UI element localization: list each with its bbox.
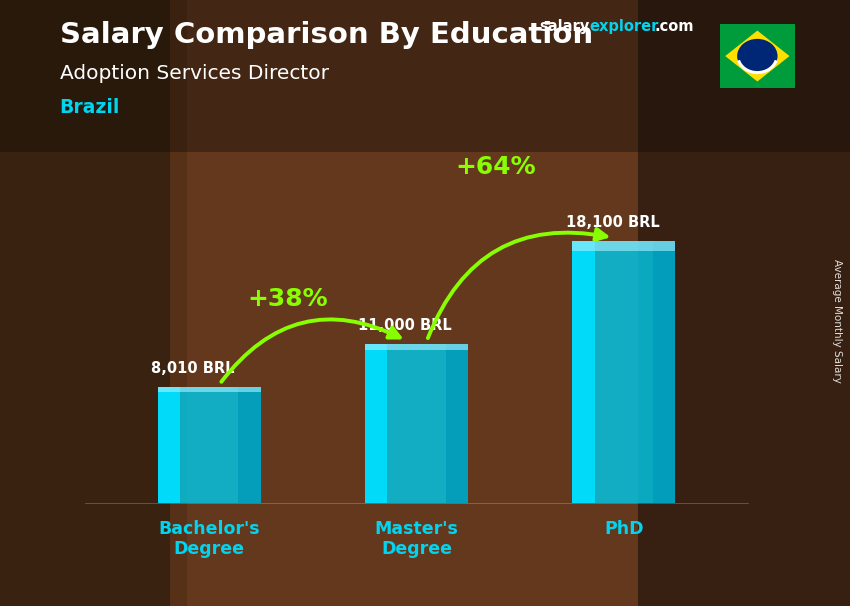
Text: 18,100 BRL: 18,100 BRL xyxy=(565,215,660,230)
Text: salary: salary xyxy=(540,19,590,35)
Text: Salary Comparison By Education: Salary Comparison By Education xyxy=(60,21,592,49)
Text: Average Monthly Salary: Average Monthly Salary xyxy=(832,259,842,383)
Bar xyxy=(157,387,261,503)
Text: +64%: +64% xyxy=(455,155,536,179)
Bar xyxy=(170,0,638,606)
Bar xyxy=(653,241,676,503)
Bar xyxy=(365,344,468,350)
Text: explorer: explorer xyxy=(589,19,659,35)
Text: 8,010 BRL: 8,010 BRL xyxy=(151,361,235,376)
Circle shape xyxy=(737,39,778,73)
Bar xyxy=(445,344,468,503)
Bar xyxy=(238,387,261,503)
Bar xyxy=(157,387,261,391)
Bar xyxy=(572,241,676,251)
Text: Adoption Services Director: Adoption Services Director xyxy=(60,64,328,82)
Bar xyxy=(572,241,676,503)
Bar xyxy=(0,0,850,152)
Bar xyxy=(638,0,850,606)
Text: 11,000 BRL: 11,000 BRL xyxy=(359,318,452,333)
Bar xyxy=(365,344,468,503)
Bar xyxy=(157,387,180,503)
Text: .com: .com xyxy=(654,19,694,35)
Bar xyxy=(365,344,388,503)
Bar xyxy=(0,0,187,606)
Bar xyxy=(572,241,595,503)
Polygon shape xyxy=(725,31,790,82)
Text: +38%: +38% xyxy=(247,287,328,311)
Text: Brazil: Brazil xyxy=(60,98,120,117)
